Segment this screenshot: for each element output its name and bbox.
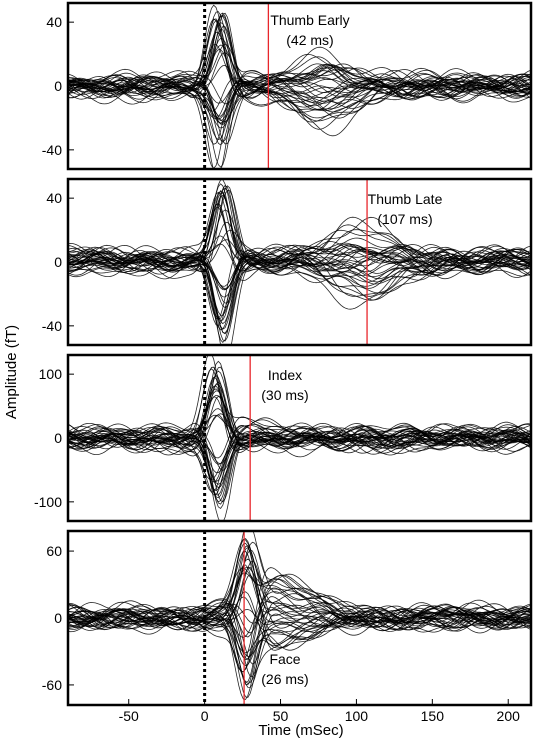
x-tick-label: 200 xyxy=(497,708,521,724)
trace-line xyxy=(68,245,531,287)
x-tick-label: 100 xyxy=(345,708,369,724)
trace-line xyxy=(68,216,531,272)
trace-line xyxy=(68,4,531,104)
trace-line xyxy=(68,76,531,111)
y-tick-label: -40 xyxy=(42,318,62,334)
y-tick-label: -60 xyxy=(42,677,62,693)
trace-line xyxy=(68,376,531,454)
trace-line xyxy=(68,425,531,482)
trace-line xyxy=(68,79,531,129)
trace-line xyxy=(68,244,531,289)
trace-group xyxy=(68,4,531,169)
y-tick-label: -40 xyxy=(42,142,62,158)
trace-line xyxy=(68,538,531,630)
trace-line xyxy=(68,419,531,474)
panel-label: Thumb Early xyxy=(270,12,349,28)
panel-label: Face xyxy=(269,651,300,667)
trace-line xyxy=(68,573,531,638)
y-axis-label: Amplitude (fT) xyxy=(3,325,20,419)
trace-line xyxy=(68,596,531,683)
trace-line xyxy=(68,216,531,325)
trace-line xyxy=(68,424,531,465)
panel-latency-label: (107 ms) xyxy=(377,211,432,227)
y-tick-label: 60 xyxy=(46,543,62,559)
trace-line xyxy=(68,422,531,509)
trace-line xyxy=(68,609,531,688)
x-tick-label: 50 xyxy=(273,708,289,724)
trace-line xyxy=(68,81,531,123)
panel-label: Thumb Late xyxy=(368,191,443,207)
panel-label: Index xyxy=(268,367,302,383)
trace-line xyxy=(68,22,531,102)
trace-line xyxy=(68,187,531,271)
trace-line xyxy=(68,79,531,145)
trace-line xyxy=(68,15,531,95)
trace-line xyxy=(68,610,531,657)
x-tick-label: 0 xyxy=(201,708,209,724)
y-tick-label: 40 xyxy=(46,14,62,30)
trace-line xyxy=(68,11,531,94)
trace-line xyxy=(68,385,531,447)
y-tick-label: -100 xyxy=(34,494,62,510)
trace-line xyxy=(68,43,531,99)
trace-group xyxy=(68,179,531,345)
panel-4: Face (26 ms) 60 0 -60 -50 0 50 100 150 200 xyxy=(42,529,533,724)
trace-line xyxy=(68,414,531,457)
trace-line xyxy=(68,374,531,452)
trace-line xyxy=(68,545,531,630)
trace-line xyxy=(68,560,531,632)
y-tick-label: 0 xyxy=(54,78,62,94)
panel-3: Index (30 ms) 100 0 -100 xyxy=(34,353,533,523)
panel-2: Thumb Late (107 ms) 40 0 -40 xyxy=(42,177,533,347)
trace-group xyxy=(68,531,531,700)
trace-line xyxy=(68,384,531,454)
trace-line xyxy=(68,241,531,321)
trace-line xyxy=(68,247,531,342)
panel-latency-label: (26 ms) xyxy=(261,671,308,687)
y-tick-label: 40 xyxy=(46,190,62,206)
panel-1: Thumb Early (42 ms) 40 0 -40 xyxy=(42,1,533,171)
trace-group xyxy=(68,355,531,521)
trace-line xyxy=(68,564,531,636)
trace-line xyxy=(68,423,531,496)
trace-line xyxy=(68,65,531,141)
trace-line xyxy=(68,581,531,660)
trace-line xyxy=(68,73,531,126)
x-tick-label: -50 xyxy=(119,708,139,724)
x-axis-label: Time (mSec) xyxy=(258,722,343,739)
y-tick-label: 0 xyxy=(54,254,62,270)
trace-line xyxy=(68,549,531,630)
trace-line xyxy=(68,591,531,647)
y-tick-label: 100 xyxy=(39,366,63,382)
y-tick-label: 0 xyxy=(54,610,62,626)
trace-line xyxy=(68,28,531,100)
panel-latency-label: (42 ms) xyxy=(286,32,333,48)
trace-line xyxy=(68,75,531,145)
x-tick-label: 150 xyxy=(421,708,445,724)
trace-line xyxy=(68,67,531,121)
panel-latency-label: (30 ms) xyxy=(261,387,308,403)
trace-line xyxy=(68,192,531,270)
y-tick-label: 0 xyxy=(54,430,62,446)
